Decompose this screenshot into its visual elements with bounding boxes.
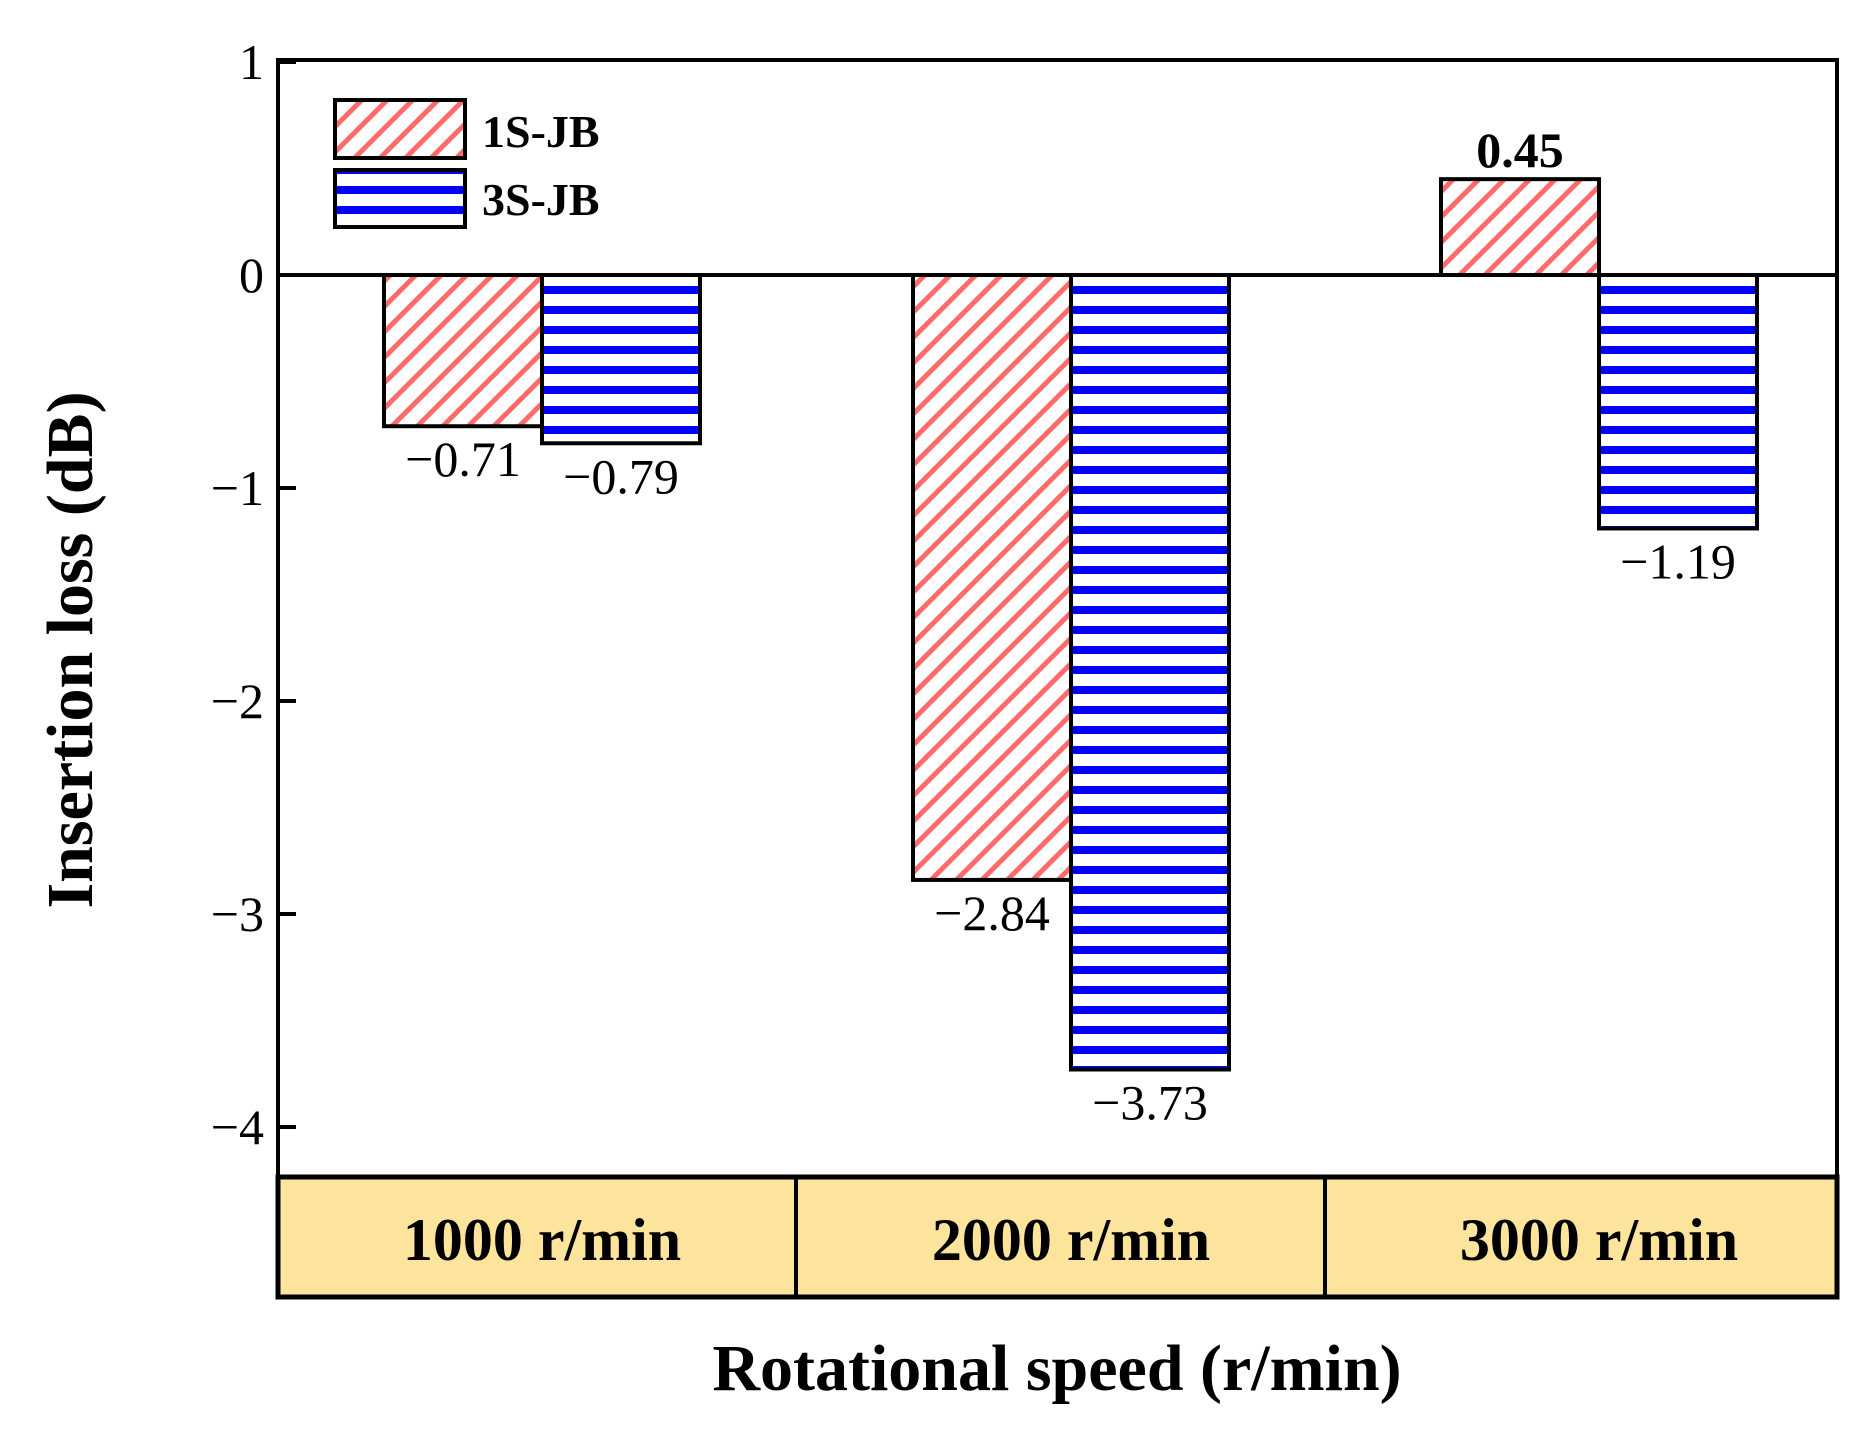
bar-1s-jb-0 (382, 273, 544, 429)
legend: 1S-JB 3S-JB (333, 98, 600, 229)
x-axis-title: Rotational speed (r/min) (712, 1332, 1401, 1405)
category-label: 3000 r/min (1460, 1207, 1738, 1273)
bar-1s-jb-1 (911, 273, 1073, 882)
legend-label-3s-jb: 3S-JB (482, 174, 600, 225)
data-label: −2.84 (934, 885, 1050, 941)
category-band-background (275, 1174, 1840, 1300)
category-band: 1000 r/min 2000 r/min 3000 r/min (275, 1174, 1840, 1300)
y-axis-ticks: 1 0 −1 −2 −3 −4 (211, 34, 296, 1155)
y-tick-label: −2 (211, 673, 264, 729)
bar-3s-jb-2 (1597, 273, 1759, 531)
legend-swatch-3s-jb (333, 168, 467, 229)
data-label: −3.73 (1092, 1074, 1208, 1130)
legend-label-1s-jb: 1S-JB (482, 106, 600, 157)
bar-3s-jb-0 (540, 273, 702, 446)
data-label: −0.79 (563, 448, 679, 504)
bars-group (382, 177, 1759, 1072)
y-tick-label: −1 (211, 460, 264, 516)
y-tick-label: −3 (211, 886, 264, 942)
bar-3s-jb-1 (1069, 273, 1231, 1072)
y-axis-title: Insertion loss (dB) (34, 391, 107, 908)
y-tick-label: 0 (239, 247, 264, 303)
y-tick-label: −4 (211, 1099, 264, 1155)
data-label: −1.19 (1620, 533, 1736, 589)
data-label: 0.45 (1476, 122, 1564, 178)
category-label: 2000 r/min (932, 1207, 1210, 1273)
category-label: 1000 r/min (403, 1207, 681, 1273)
y-tick-label: 1 (239, 34, 264, 90)
bar-1s-jb-2 (1439, 177, 1601, 277)
legend-swatch-1s-jb (333, 98, 467, 160)
data-label: −0.71 (405, 431, 521, 487)
data-labels-group: −0.71 −2.84 0.45 −0.79 −3.73 −1.19 (405, 122, 1736, 1130)
